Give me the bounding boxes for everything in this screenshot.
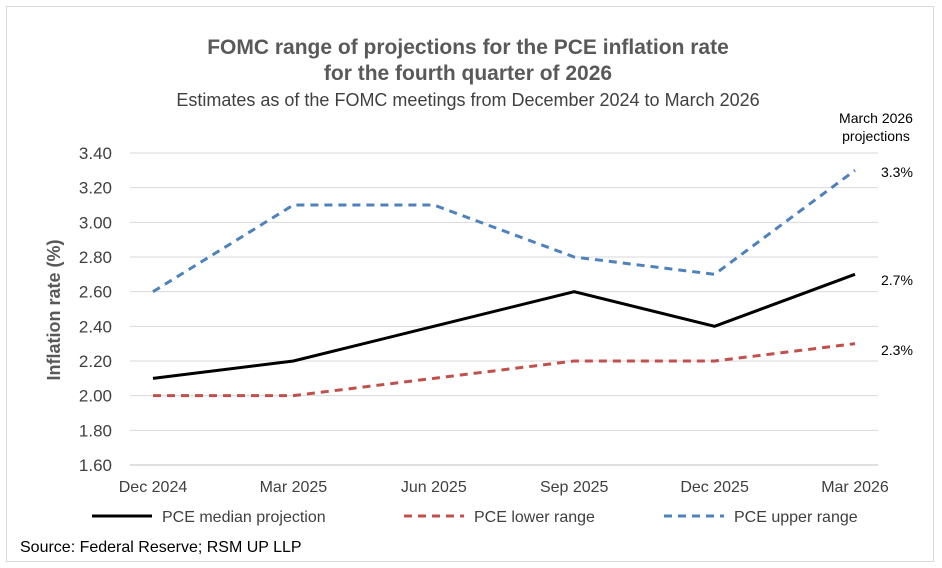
y-axis-label: Inflation rate (%) xyxy=(44,239,64,380)
series-lines xyxy=(152,169,856,398)
annotation-line-2: projections xyxy=(842,128,910,144)
x-tick-label: Dec 2024 xyxy=(119,479,188,496)
series-line-pce-median-projection xyxy=(152,272,856,380)
x-axis-ticks: Dec 2024 Mar 2025 Jun 2025 Sep 2025 Dec 2025… xyxy=(119,479,889,496)
y-tick-label: 2.20 xyxy=(79,352,112,371)
end-label-median: 2.7% xyxy=(881,272,913,288)
chart-frame xyxy=(6,6,934,562)
y-tick-label: 2.60 xyxy=(79,283,112,302)
chart-title-line-1: FOMC range of projections for the PCE in… xyxy=(207,36,729,59)
x-tick-label: Jun 2025 xyxy=(401,479,467,496)
legend: PCE median projection PCE lower range PC… xyxy=(92,509,858,526)
source-note: Source: Federal Reserve; RSM UP LLP xyxy=(20,539,302,556)
end-label-upper: 3.3% xyxy=(881,164,913,180)
series-line-pce-lower-range xyxy=(153,342,856,398)
y-tick-label: 2.80 xyxy=(79,248,112,267)
y-axis-ticks: 1.60 1.80 2.00 2.20 2.40 2.60 2.80 3.00 3.20 3.40 xyxy=(79,144,112,475)
legend-label-median: PCE median projection xyxy=(162,509,326,526)
y-tick-label: 3.40 xyxy=(79,144,112,163)
x-tick-label: Sep 2025 xyxy=(540,479,609,496)
y-tick-label: 3.20 xyxy=(79,179,112,198)
y-tick-label: 1.60 xyxy=(79,456,112,475)
x-tick-label: Dec 2025 xyxy=(680,479,749,496)
annotation-line-1: March 2026 xyxy=(839,110,913,126)
gridlines xyxy=(130,152,878,466)
legend-label-lower: PCE lower range xyxy=(474,509,595,526)
chart-title-line-2: for the fourth quarter of 2026 xyxy=(324,62,612,85)
series-line-pce-upper-range xyxy=(152,169,856,293)
end-label-lower: 2.3% xyxy=(881,342,913,358)
legend-label-upper: PCE upper range xyxy=(734,509,858,526)
y-tick-label: 2.40 xyxy=(79,317,112,336)
y-tick-label: 1.80 xyxy=(79,421,112,440)
x-tick-label: Mar 2026 xyxy=(821,479,889,496)
y-tick-label: 3.00 xyxy=(79,213,112,232)
chart-subtitle: Estimates as of the FOMC meetings from D… xyxy=(176,90,759,110)
x-tick-label: Mar 2025 xyxy=(260,479,328,496)
y-tick-label: 2.00 xyxy=(79,387,112,406)
